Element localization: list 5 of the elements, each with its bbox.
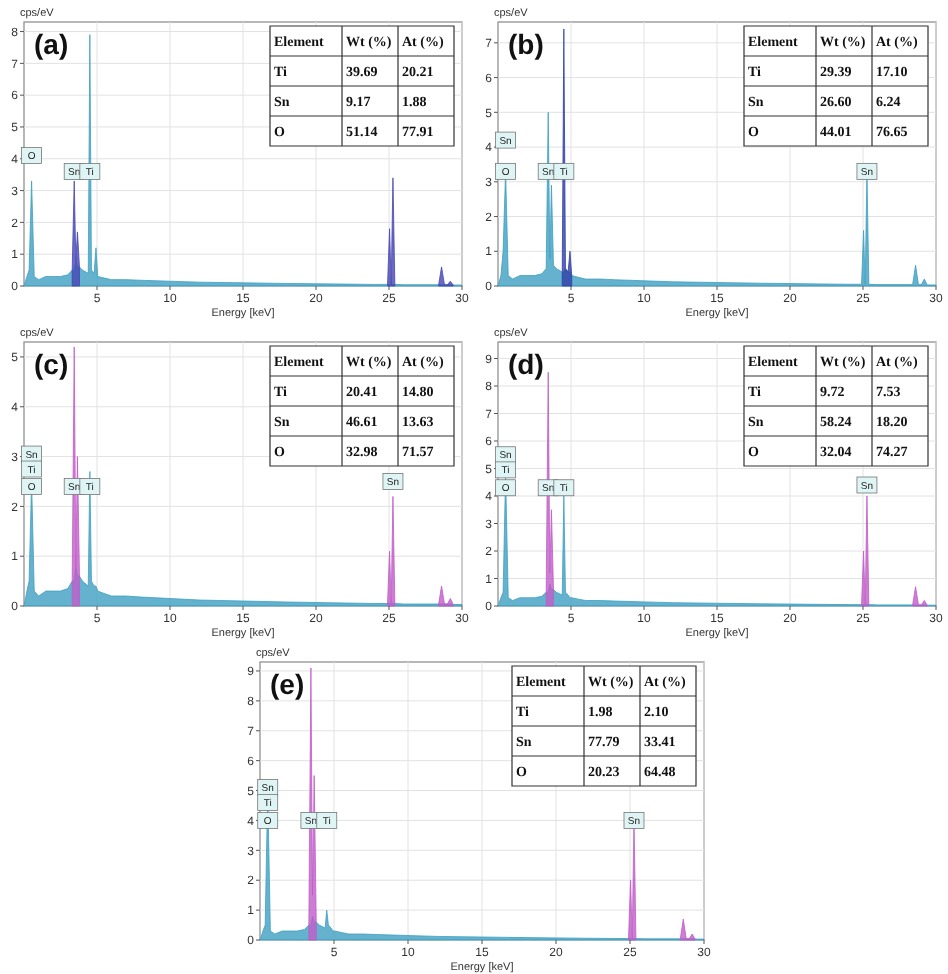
chart-title: (c): [34, 348, 69, 380]
chart-title: (a): [34, 28, 69, 60]
chart-title: (d): [508, 348, 544, 380]
chart-title: (b): [508, 28, 544, 60]
chart-title: (e): [270, 668, 305, 700]
